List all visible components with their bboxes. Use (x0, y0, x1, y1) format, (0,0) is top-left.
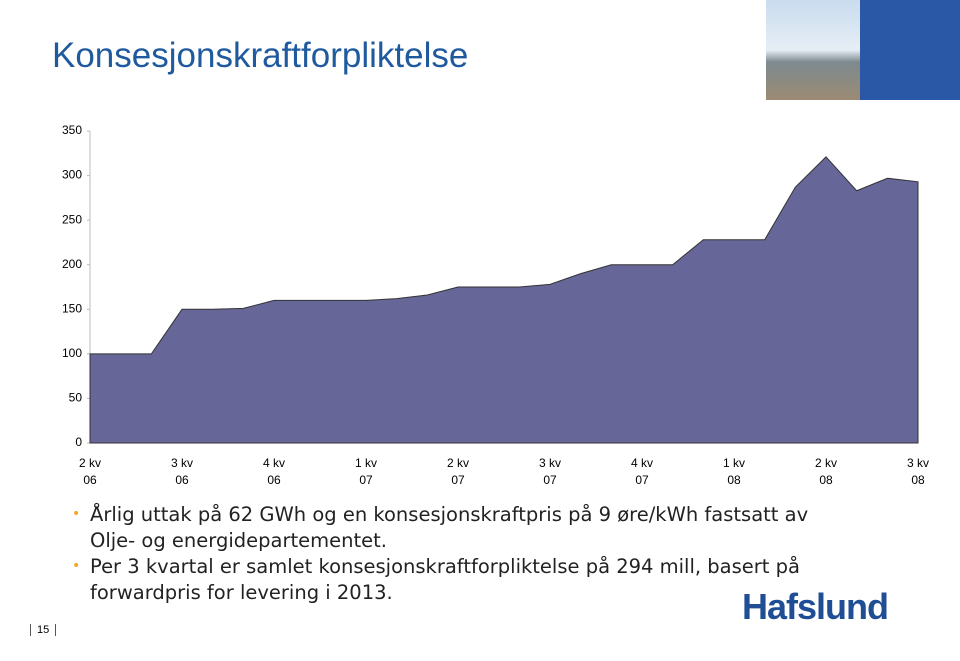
y-tick-label: 350 (62, 123, 82, 137)
y-tick-label: 100 (62, 346, 82, 360)
y-tick-label: 250 (62, 212, 82, 226)
x-tick-label: 4 kv 06 (263, 456, 285, 487)
y-tick-label: 300 (62, 168, 82, 182)
y-tick-label: 200 (62, 257, 82, 271)
logo: Hafslund (742, 586, 889, 627)
x-tick-label: 1 kv 07 (355, 456, 377, 487)
chart: 0 50 100 150 200 250 300 350 2 kv 06 3 kv 06 4 kv 06 1… (62, 123, 929, 487)
x-tick-label: 3 kv 08 (907, 456, 929, 487)
bullet-list: Årlig uttak på 62 GWh og en konsesjonskr… (72, 501, 832, 606)
page-number: 15 (30, 624, 57, 636)
bullet: Årlig uttak på 62 GWh og en konsesjonskr… (72, 501, 832, 554)
x-tick-label: 3 kv 06 (171, 456, 193, 487)
area (89, 156, 919, 444)
bullet: Per 3 kvartal er samlet konsesjonskraftf… (72, 553, 832, 606)
x-tick-label: 2 kv 06 (79, 456, 101, 487)
x-tick-label: 2 kv 07 (447, 456, 469, 487)
y-tick-label: 50 (69, 391, 83, 405)
x-tick-label: 1 kv 08 (723, 456, 745, 487)
decoration (860, 0, 960, 100)
x-tick-label: 3 kv 07 (539, 456, 561, 487)
y-tick-label: 150 (62, 301, 82, 315)
x-tick-label: 2 kv 08 (815, 456, 837, 487)
y-tick-label: 0 (75, 435, 82, 449)
slide-title: Konsesjonskraftforpliktelse (52, 36, 469, 75)
x-tick-label: 4 kv 07 (631, 456, 653, 487)
